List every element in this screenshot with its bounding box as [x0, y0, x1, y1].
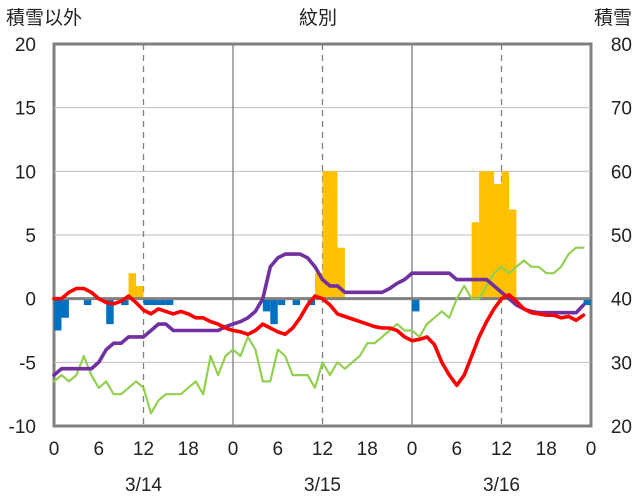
y-tick-label-left: -5 — [19, 353, 36, 374]
bar — [322, 171, 330, 299]
bar — [471, 222, 480, 299]
bar-series — [54, 171, 591, 331]
bar — [83, 298, 92, 306]
bar — [479, 171, 487, 299]
y-axis-label-right: 積雪 — [594, 7, 632, 29]
y-ticks-left: 20 15 10 5 0 -5 -10 — [9, 35, 36, 438]
date-label: 3/16 — [483, 475, 520, 496]
series-line — [52, 252, 586, 377]
y-tick-label-right: 20 — [611, 417, 632, 438]
x-tick-label: 0 — [407, 439, 418, 460]
bar — [292, 298, 301, 306]
y-tick-label-left: 15 — [15, 99, 36, 120]
y-tick-label-left: -10 — [9, 417, 36, 438]
bar — [315, 273, 323, 299]
bar — [150, 298, 159, 306]
y-tick-label-left: 0 — [25, 290, 36, 311]
y-tick-label-left: 5 — [25, 226, 36, 247]
y-tick-label-right: 40 — [611, 290, 632, 311]
line-series — [52, 246, 586, 415]
x-tick-label: 12 — [491, 439, 512, 460]
bar — [128, 273, 137, 299]
bar — [61, 298, 69, 318]
x-tick-label: 12 — [312, 439, 333, 460]
bar — [262, 298, 271, 312]
y-tick-label-right: 80 — [611, 35, 632, 56]
bar — [143, 298, 151, 306]
y-tick-label-left: 10 — [15, 162, 36, 183]
x-tick-label: 6 — [451, 439, 462, 460]
bar — [270, 298, 278, 325]
bar — [583, 298, 591, 306]
y-tick-label-right: 70 — [611, 99, 632, 120]
y-axis-label-left: 積雪以外 — [6, 7, 82, 29]
series-line — [52, 286, 586, 388]
bar — [329, 171, 338, 299]
y-tick-label-right: 30 — [611, 353, 632, 374]
date-label: 3/15 — [304, 475, 341, 496]
series-line — [52, 246, 585, 415]
x-tick-label: 6 — [272, 439, 283, 460]
bar — [136, 285, 144, 299]
date-labels: 3/14 3/15 3/16 — [125, 475, 520, 496]
y-tick-label-left: 20 — [15, 35, 36, 56]
bar — [508, 209, 517, 299]
x-tick-label: 0 — [586, 439, 597, 460]
bar — [494, 184, 502, 299]
chart-title: 紋別 — [299, 7, 337, 29]
x-tick-label: 0 — [49, 439, 60, 460]
bar — [165, 298, 174, 306]
x-ticks: 0 6 12 18 0 6 12 18 0 6 12 18 0 — [49, 439, 597, 460]
bar — [412, 298, 420, 312]
y-tick-label-right: 50 — [611, 226, 632, 247]
bar — [337, 247, 345, 299]
y-ticks-right: 80 70 60 50 40 30 20 — [611, 35, 632, 438]
bar — [501, 171, 509, 299]
x-tick-label: 12 — [133, 439, 154, 460]
y-tick-label-right: 60 — [611, 162, 632, 183]
x-tick-label: 18 — [178, 439, 199, 460]
date-label: 3/14 — [125, 475, 162, 496]
bar — [54, 298, 62, 331]
bar — [158, 298, 166, 306]
x-tick-label: 0 — [228, 439, 239, 460]
x-tick-label: 18 — [536, 439, 557, 460]
bar — [121, 298, 129, 306]
bar — [277, 298, 286, 306]
bar — [486, 171, 495, 299]
x-tick-label: 6 — [93, 439, 104, 460]
bar — [106, 298, 114, 325]
x-tick-label: 18 — [357, 439, 378, 460]
